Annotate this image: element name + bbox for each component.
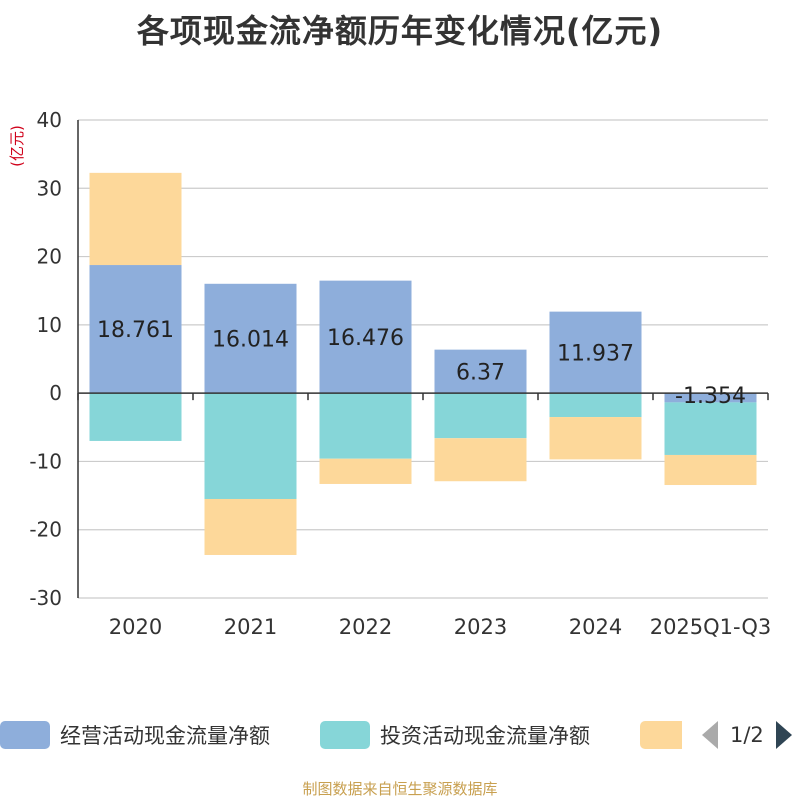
bar-series0-2020 (89, 265, 182, 394)
bar-series1-2021 (204, 393, 297, 499)
x-tick-label: 2025Q1-Q3 (650, 615, 772, 639)
data-label: 11.937 (557, 341, 634, 366)
y-tick-label: -20 (29, 518, 62, 542)
source-footer: 制图数据来自恒生聚源数据库 (302, 780, 498, 798)
bar-series0-2023 (434, 349, 527, 394)
bar-series0-2025Q1-Q3 (664, 393, 757, 403)
legend-label-investing: 投资活动现金流量净额 (380, 724, 590, 748)
x-tick-label: 2022 (339, 615, 392, 639)
legend-swatch-investing (320, 721, 370, 749)
legend-swatch-operating (0, 721, 50, 749)
bar-series0-2022 (319, 280, 412, 394)
data-label: -1.354 (675, 384, 746, 409)
y-tick-label: 20 (37, 245, 62, 269)
x-tick-label: 2024 (569, 615, 622, 639)
legend-item-operating[interactable]: 经营活动现金流量净额 (0, 718, 270, 752)
legend-prev-page-icon[interactable] (702, 721, 718, 749)
y-tick-label: 30 (37, 176, 62, 200)
bar-series1-2025Q1-Q3 (664, 402, 757, 455)
legend-page-indicator: 1/2 (730, 723, 764, 747)
bar-series2-2025Q1-Q3 (664, 454, 757, 486)
bar-series0-2024 (549, 311, 642, 394)
bar-series2-2024 (549, 417, 642, 460)
bar-series2-2021 (204, 498, 297, 555)
x-tick-label: 2020 (109, 615, 162, 639)
data-label: 18.761 (97, 318, 174, 343)
bar-series2-2022 (319, 458, 412, 484)
y-axis-unit-label: (亿元) (8, 125, 26, 167)
chart-title: 各项现金流净额历年变化情况(亿元) (136, 12, 664, 50)
legend-next-page-icon[interactable] (775, 721, 792, 749)
y-tick-label: 0 (49, 381, 62, 405)
bar-series1-2022 (319, 393, 412, 459)
x-tick-label: 2023 (454, 615, 507, 639)
legend-pager: 1/2 (702, 718, 792, 752)
legend-item-third-series[interactable] (640, 718, 682, 752)
y-tick-label: -10 (29, 449, 62, 473)
y-tick-label: 10 (37, 313, 62, 337)
bar-series1-2024 (549, 393, 642, 418)
legend: 经营活动现金流量净额 投资活动现金流量净额 (0, 718, 800, 752)
legend-label-operating: 经营活动现金流量净额 (60, 724, 270, 748)
y-tick-label: -30 (29, 586, 62, 610)
legend-item-investing[interactable]: 投资活动现金流量净额 (320, 718, 590, 752)
legend-swatch-third-series (640, 721, 682, 749)
y-tick-label: 40 (37, 108, 62, 132)
bar-series1-2023 (434, 393, 527, 439)
bar-series1-2020 (89, 393, 182, 441)
bar-series2-2020 (89, 172, 182, 266)
bar-series0-2021 (204, 283, 297, 394)
x-tick-label: 2021 (224, 615, 277, 639)
bar-series2-2023 (434, 438, 527, 482)
data-label: 16.014 (212, 327, 289, 352)
data-label: 6.37 (456, 360, 505, 385)
data-label: 16.476 (327, 326, 404, 351)
